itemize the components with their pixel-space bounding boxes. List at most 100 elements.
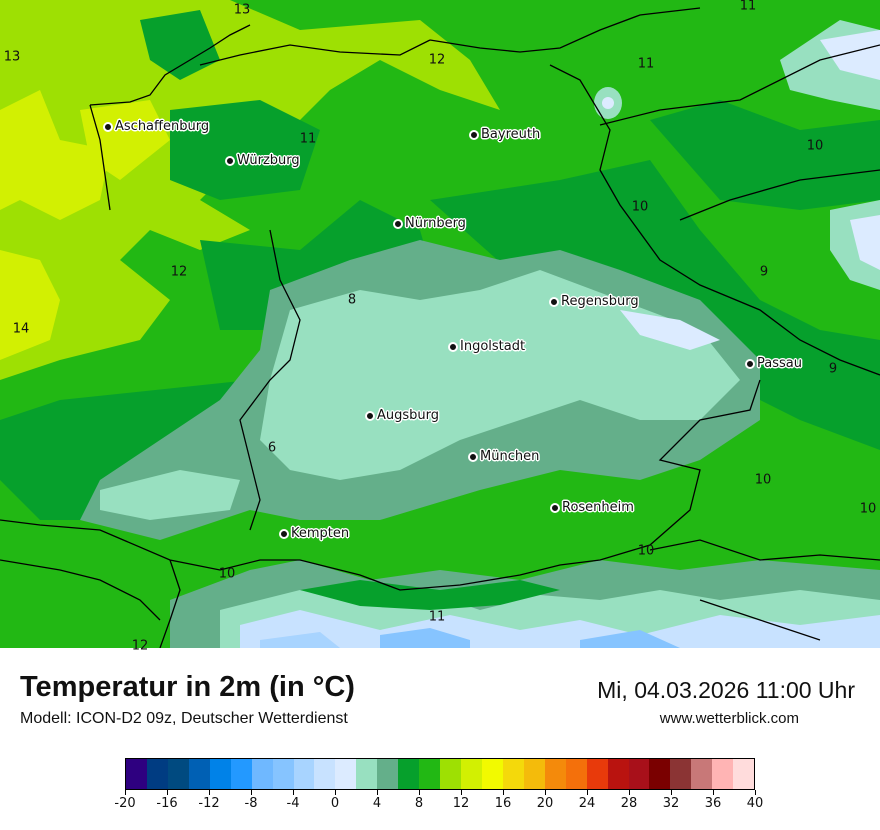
tick-label: 12	[452, 796, 470, 811]
city-dot-icon	[225, 155, 235, 166]
city-marker: Würzburg	[225, 153, 300, 168]
model-source: Modell: ICON-D2 09z, Deutscher Wetterdie…	[20, 710, 348, 727]
contour-label: 12	[170, 264, 188, 280]
city-marker: Aschaffenburg	[103, 119, 209, 134]
colorbar-bin	[230, 759, 252, 789]
city-name: Augsburg	[377, 408, 440, 423]
contour-label: 12	[428, 52, 446, 68]
city-marker: Passau	[745, 356, 802, 371]
contour-label: 13	[3, 49, 21, 65]
tick-label: 0	[330, 796, 340, 811]
colorbar-bin	[146, 759, 168, 789]
colorbar-bin	[461, 759, 482, 789]
colorbar-bin	[712, 759, 734, 789]
tick-mark	[502, 790, 504, 795]
contour-label: 11	[739, 0, 757, 14]
city-name: Kempten	[291, 526, 350, 541]
tick-label: 28	[620, 796, 638, 811]
city-dot-icon	[279, 528, 289, 539]
tick-label: -8	[244, 796, 258, 811]
city-dot-icon	[448, 341, 458, 352]
city-name: Regensburg	[561, 294, 639, 309]
contour-label: 10	[631, 199, 649, 215]
tick-mark	[418, 790, 420, 795]
city-dot-icon	[468, 451, 478, 462]
colorbar-bin	[440, 759, 461, 789]
colorbar-bin	[628, 759, 650, 789]
tick-mark	[124, 790, 126, 795]
contour-label: 13	[233, 2, 251, 18]
contour-label: 11	[428, 609, 446, 625]
colorbar-bin	[335, 759, 357, 789]
city-name: Rosenheim	[562, 500, 634, 515]
colorbar-bin	[314, 759, 336, 789]
city-dot-icon	[745, 358, 755, 369]
colorbar-bin	[565, 759, 587, 789]
tick-mark	[628, 790, 630, 795]
city-name: Bayreuth	[481, 127, 541, 142]
tick-mark	[334, 790, 336, 795]
contour-label: 10	[859, 501, 877, 517]
city-name: Ingolstadt	[460, 339, 526, 354]
city-dot-icon	[103, 121, 113, 132]
contour-label: 12	[131, 638, 149, 654]
colorbar-bin	[167, 759, 189, 789]
tick-mark	[544, 790, 546, 795]
city-dot-icon	[469, 129, 479, 140]
colorbar-bin	[607, 759, 629, 789]
tick-label: -16	[156, 796, 178, 811]
city-dot-icon	[393, 218, 403, 229]
colorbar-bin	[126, 759, 147, 789]
tick-label: 16	[494, 796, 512, 811]
colorbar-bin	[523, 759, 545, 789]
colorbar-bin	[398, 759, 420, 789]
colorbar-bin	[356, 759, 378, 789]
colorbar-bin	[272, 759, 294, 789]
city-dot-icon	[365, 410, 375, 421]
website-link[interactable]: www.wetterblick.com	[659, 710, 799, 727]
tick-mark	[292, 790, 294, 795]
contour-label: 10	[806, 138, 824, 154]
city-marker: Ingolstadt	[448, 339, 525, 354]
colorbar-bin	[419, 759, 441, 789]
colorbar-ticks: -20 -16 -12 -8 -4 0 4 8 12 16 20 24 28 32 36 40	[114, 790, 763, 820]
colorbar-bin	[733, 759, 755, 789]
tick-label: -4	[286, 796, 300, 811]
city-marker: München	[468, 449, 539, 464]
tick-label: 24	[578, 796, 596, 811]
city-name: Aschaffenburg	[115, 119, 210, 134]
tick-mark	[754, 790, 756, 795]
city-marker: Bayreuth	[469, 127, 540, 142]
temperature-map	[0, 0, 880, 648]
city-dot-icon	[549, 296, 559, 307]
tick-mark	[250, 790, 252, 795]
tick-label: -20	[114, 796, 136, 811]
colorbar-bin	[586, 759, 608, 789]
city-marker: Regensburg	[549, 294, 639, 309]
contour-label: 14	[12, 321, 30, 337]
tick-mark	[376, 790, 378, 795]
colorbar-bin	[293, 759, 315, 789]
chart-title: Temperatur in 2m (in °C)	[20, 671, 355, 703]
tick-label: 32	[662, 796, 680, 811]
contour-label: 8	[347, 292, 357, 308]
city-marker: Rosenheim	[550, 500, 634, 515]
city-marker: Nürnberg	[393, 216, 466, 231]
contour-label: 10	[637, 543, 655, 559]
tick-mark	[712, 790, 714, 795]
contour-label: 10	[754, 472, 772, 488]
tick-mark	[208, 790, 210, 795]
colorbar-bin	[649, 759, 671, 789]
colorbar-bin	[188, 759, 210, 789]
tick-mark	[460, 790, 462, 795]
city-marker: Kempten	[279, 526, 349, 541]
temperature-colorbar	[125, 758, 755, 790]
tick-label: 20	[536, 796, 554, 811]
colorbar-bin	[691, 759, 713, 789]
forecast-datetime: Mi, 04.03.2026 11:00 Uhr	[597, 677, 855, 703]
city-marker: Augsburg	[365, 408, 439, 423]
tick-mark	[166, 790, 168, 795]
city-name: München	[480, 449, 540, 464]
tick-label: -12	[198, 796, 220, 811]
tick-label: 40	[746, 796, 764, 811]
